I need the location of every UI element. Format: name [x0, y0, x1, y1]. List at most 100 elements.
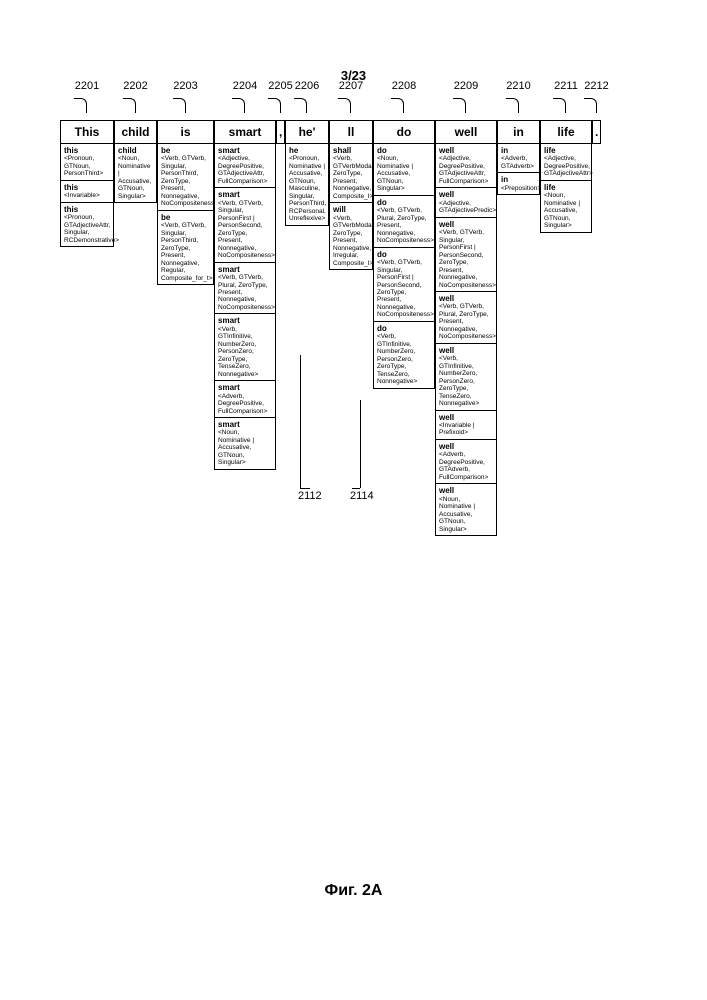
cell-bold: this: [64, 205, 78, 214]
header-c6: ll: [329, 120, 373, 144]
reference-2204: 2204: [233, 80, 257, 92]
column-c5: 2206he'he<Pronoun, Nominative | Accusati…: [285, 120, 329, 535]
cell-bold: shall: [333, 146, 351, 155]
cell-c3-0: smart<Adjective, DegreePositive, GTAdjec…: [214, 143, 276, 188]
column-c1: 2202childchild<Noun, Nominative | Accusa…: [114, 120, 157, 535]
leader-line: [300, 355, 302, 488]
ref-hook: [268, 98, 281, 113]
cell-c2-0: be<Verb, GTVerb, Singular, PersonThird, …: [157, 143, 214, 211]
cell-bold: well: [439, 486, 454, 495]
cell-bold: smart: [218, 420, 240, 429]
cell-bold: be: [161, 146, 170, 155]
cell-attributes: <Verb, GTVerb, Singular, PersonThird, Ze…: [161, 155, 218, 207]
reference-2211: 2211: [554, 80, 578, 92]
ref-hook: [506, 98, 519, 113]
header-c3: smart: [214, 120, 276, 144]
ref-hook: [553, 98, 566, 113]
cell-c8-5: well<Invariable | Prefixoid>: [435, 410, 497, 440]
reference-2208: 2208: [392, 80, 416, 92]
cell-c0-0: this<Pronoun, GTNoun, PersonThird>: [60, 143, 114, 181]
cell-bold: smart: [218, 146, 240, 155]
cell-bold: child: [118, 146, 137, 155]
column-dot: 2212.: [592, 120, 601, 535]
cell-attributes: <Verb, GTVerbModal, ZeroType, Present, N…: [333, 215, 375, 267]
cell-c3-5: smart<Noun, Nominative | Accusative, GTN…: [214, 417, 276, 470]
cell-c1-0: child<Noun, Nominative | Accusative, GTN…: [114, 143, 157, 203]
column-comma: 2205,: [276, 120, 285, 535]
header-c0: This: [60, 120, 114, 144]
reference-2210: 2210: [506, 80, 530, 92]
annotation-2114: 2114: [350, 490, 374, 502]
reference-2201: 2201: [75, 80, 99, 92]
cell-bold: well: [439, 220, 454, 229]
cell-c6-1: will<Verb, GTVerbModal, ZeroType, Presen…: [329, 202, 373, 270]
cell-attributes: <Pronoun, GTNoun, PersonThird>: [64, 155, 103, 177]
header-c9: in: [497, 120, 540, 144]
cell-bold: in: [501, 146, 508, 155]
cell-c10-0: life<Adjective, DegreePositive, GTAdject…: [540, 143, 592, 181]
cell-attributes: <Pronoun, GTAdjectiveAttr, Singular, RCD…: [64, 214, 119, 243]
reference-2212: 2212: [584, 80, 608, 92]
cell-c7-1: do<Verb, GTVerb, Plural, ZeroType, Prese…: [373, 195, 435, 248]
column-c9: 2210inin<Adverb, GTAdverb>in<Preposition…: [497, 120, 540, 535]
column-c8: 2209wellwell<Adjective, DegreePositive, …: [435, 120, 497, 535]
cell-attributes: <Verb, GTVerb, Plural, ZeroType, Present…: [377, 207, 434, 244]
cell-attributes: <Pronoun, Nominative | Accusative, GTNou…: [289, 155, 326, 222]
header-c1: child: [114, 120, 157, 144]
cell-c9-1: in<Preposition>: [497, 172, 540, 195]
ref-hook: [391, 98, 404, 113]
cell-attributes: <Verb, GTVerb, Plural, ZeroType, Present…: [439, 303, 496, 340]
cell-bold: do: [377, 198, 387, 207]
header-c7: do: [373, 120, 435, 144]
cell-attributes: <Noun, Nominative | Accusative, GTNoun, …: [544, 192, 580, 229]
cell-bold: do: [377, 146, 387, 155]
cell-c7-2: do<Verb, GTVerb, Singular, PersonFirst |…: [373, 247, 435, 322]
cell-bold: life: [544, 183, 556, 192]
figure-caption: Фиг. 2A: [325, 882, 383, 900]
header-dot: .: [592, 120, 601, 144]
cell-bold: in: [501, 175, 508, 184]
cell-c9-0: in<Adverb, GTAdverb>: [497, 143, 540, 173]
reference-2209: 2209: [454, 80, 478, 92]
cell-attributes: <Invariable>: [64, 192, 100, 199]
cell-c8-6: well<Adverb, DegreePositive, GTAdverb, F…: [435, 439, 497, 484]
cell-attributes: <Adjective, GTAdjectivePredic>: [439, 200, 496, 214]
ref-hook: [123, 98, 136, 113]
cell-bold: be: [161, 213, 170, 222]
cell-bold: well: [439, 146, 454, 155]
cell-attributes: <Adverb, DegreePositive, GTAdverb, FullC…: [439, 451, 488, 480]
leader-line: [360, 400, 362, 488]
cell-attributes: <Noun, Nominative | Accusative, GTNoun, …: [377, 155, 413, 192]
reference-2202: 2202: [123, 80, 147, 92]
cell-bold: smart: [218, 265, 240, 274]
cell-bold: well: [439, 294, 454, 303]
cell-bold: do: [377, 250, 387, 259]
cell-attributes: <Verb, GTInfinitive, NumberZero, PersonZ…: [218, 326, 258, 378]
cell-bold: well: [439, 413, 454, 422]
cell-attributes: <Verb, GTVerb, Plural, ZeroType, Present…: [218, 274, 275, 311]
column-c2: 2203isbe<Verb, GTVerb, Singular, PersonT…: [157, 120, 214, 535]
cell-bold: well: [439, 346, 454, 355]
ref-hook: [74, 98, 87, 113]
cell-c10-1: life<Noun, Nominative | Accusative, GTNo…: [540, 180, 592, 233]
cell-bold: well: [439, 442, 454, 451]
ref-hook: [453, 98, 466, 113]
cell-bold: will: [333, 205, 346, 214]
cell-c7-3: do<Verb, GTInfinitive, NumberZero, Perso…: [373, 321, 435, 389]
reference-2206: 2206: [295, 80, 319, 92]
cell-attributes: <Verb, GTInfinitive, NumberZero, PersonZ…: [439, 355, 479, 407]
column-c0: 2201Thisthis<Pronoun, GTNoun, PersonThir…: [60, 120, 114, 535]
cell-c8-7: well<Noun, Nominative | Accusative, GTNo…: [435, 483, 497, 536]
cell-attributes: <Preposition>: [501, 185, 541, 192]
annotation-2112: 2112: [298, 490, 322, 502]
cell-c2-1: be<Verb, GTVerb, Singular, PersonThird, …: [157, 210, 214, 285]
header-c10: life: [540, 120, 592, 144]
cell-bold: he: [289, 146, 298, 155]
column-c3: 2204smartsmart<Adjective, DegreePositive…: [214, 120, 276, 535]
cell-c3-3: smart<Verb, GTInfinitive, NumberZero, Pe…: [214, 313, 276, 381]
cell-attributes: <Adverb, DegreePositive, FullComparison>: [218, 393, 267, 415]
column-c10: 2211lifelife<Adjective, DegreePositive, …: [540, 120, 592, 535]
cell-bold: this: [64, 183, 78, 192]
reference-2203: 2203: [173, 80, 197, 92]
ref-hook: [173, 98, 186, 113]
